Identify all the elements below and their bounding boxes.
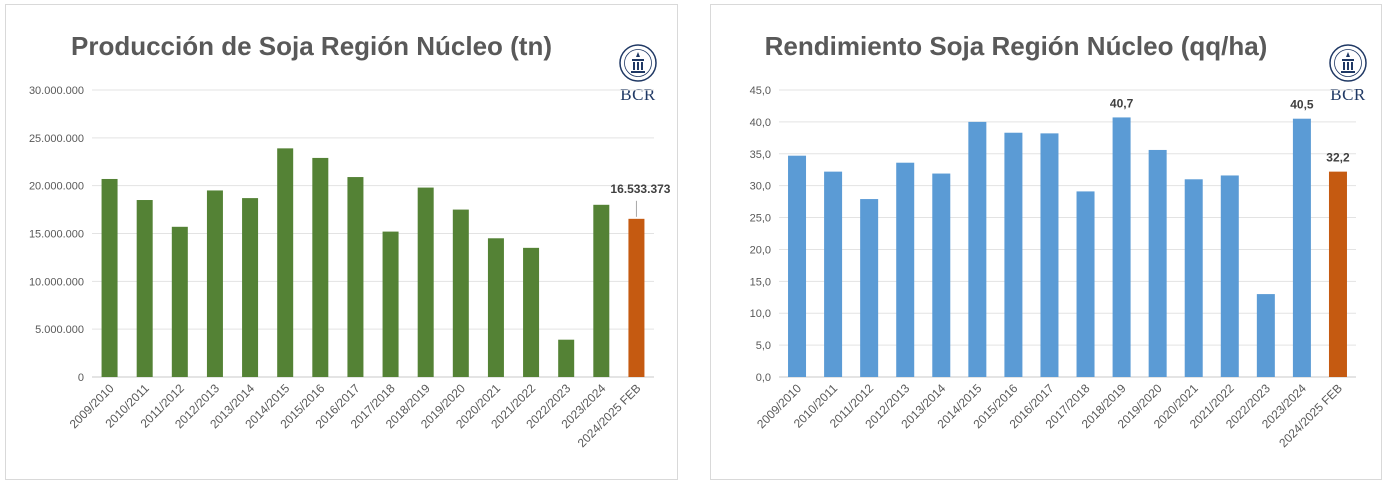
- bar: [1328, 171, 1347, 377]
- bar: [628, 218, 645, 377]
- y-tick-label: 25,0: [750, 213, 771, 225]
- bar: [1076, 191, 1095, 377]
- bar: [932, 173, 951, 377]
- bar: [896, 162, 915, 377]
- bar: [1004, 132, 1023, 377]
- bcr-seal-icon: [619, 44, 657, 82]
- bar: [558, 339, 575, 377]
- y-tick-label: 30,0: [750, 181, 771, 193]
- bar: [968, 121, 987, 377]
- bcr-logo: BCR: [613, 43, 663, 113]
- y-tick-label: 20.000.000: [29, 181, 84, 193]
- y-tick-label: 5,0: [756, 340, 771, 352]
- data-label: 16.533.373: [610, 182, 670, 196]
- bar: [593, 204, 610, 377]
- bar: [860, 199, 879, 377]
- bar: [523, 247, 540, 377]
- bar: [171, 226, 188, 377]
- bar: [788, 155, 807, 377]
- bar: [136, 200, 153, 377]
- bar: [487, 238, 504, 377]
- production-bar-chart: 0 5.000.000 10.000.000 15.000.000 20.000.000…: [29, 85, 671, 450]
- x-tick-label: 2024/2025 FEB: [1276, 381, 1345, 450]
- bar: [382, 231, 399, 377]
- bar: [101, 178, 118, 377]
- bar: [242, 198, 259, 377]
- bar: [1040, 133, 1059, 377]
- yield-bar-chart: 0,0 5,0 10,0 15,0 20,0 25,0 30,0 35,0 40,0 45,0 20…: [750, 85, 1356, 450]
- bar: [452, 209, 469, 377]
- bar: [206, 190, 223, 377]
- y-tick-label: 20,0: [750, 244, 771, 256]
- y-tick-label: 0,0: [756, 372, 771, 384]
- bcr-seal-icon: [1329, 44, 1367, 82]
- bar: [347, 177, 364, 377]
- y-tick-label: 10.000.000: [29, 276, 84, 288]
- bar: [824, 171, 843, 377]
- y-tick-label: 25.000.000: [29, 133, 84, 145]
- bar: [1184, 179, 1203, 377]
- data-label: 32,2: [1326, 151, 1350, 165]
- bar: [1292, 118, 1311, 377]
- bar: [1220, 175, 1239, 377]
- bar: [1256, 294, 1275, 377]
- y-tick-label: 10,0: [750, 308, 771, 320]
- chart-title: Producción de Soja Región Núcleo (tn): [70, 31, 553, 61]
- y-tick-label: 35,0: [750, 149, 771, 161]
- bar: [277, 148, 294, 377]
- y-tick-label: 30.000.000: [29, 85, 84, 97]
- bar: [417, 187, 434, 377]
- chart-title: Rendimiento Soja Región Núcleo (qq/ha): [764, 31, 1268, 61]
- y-tick-label: 15,0: [750, 276, 771, 288]
- x-tick-label: 2024/2025 FEB: [575, 381, 644, 450]
- y-tick-label: 45,0: [750, 85, 771, 97]
- yield-chart-panel: Rendimiento Soja Región Núcleo (qq/ha) B…: [710, 4, 1382, 480]
- bar: [312, 157, 329, 377]
- y-tick-label: 40,0: [750, 117, 771, 129]
- y-tick-label: 15.000.000: [29, 229, 84, 241]
- bar: [1148, 149, 1167, 377]
- y-tick-label: 5.000.000: [35, 324, 84, 336]
- data-label: 40,5: [1290, 98, 1314, 112]
- bar: [1112, 117, 1131, 378]
- y-tick-label: 0: [78, 372, 84, 384]
- data-label: 40,7: [1110, 96, 1134, 110]
- production-chart-panel: Producción de Soja Región Núcleo (tn) BC…: [5, 4, 678, 480]
